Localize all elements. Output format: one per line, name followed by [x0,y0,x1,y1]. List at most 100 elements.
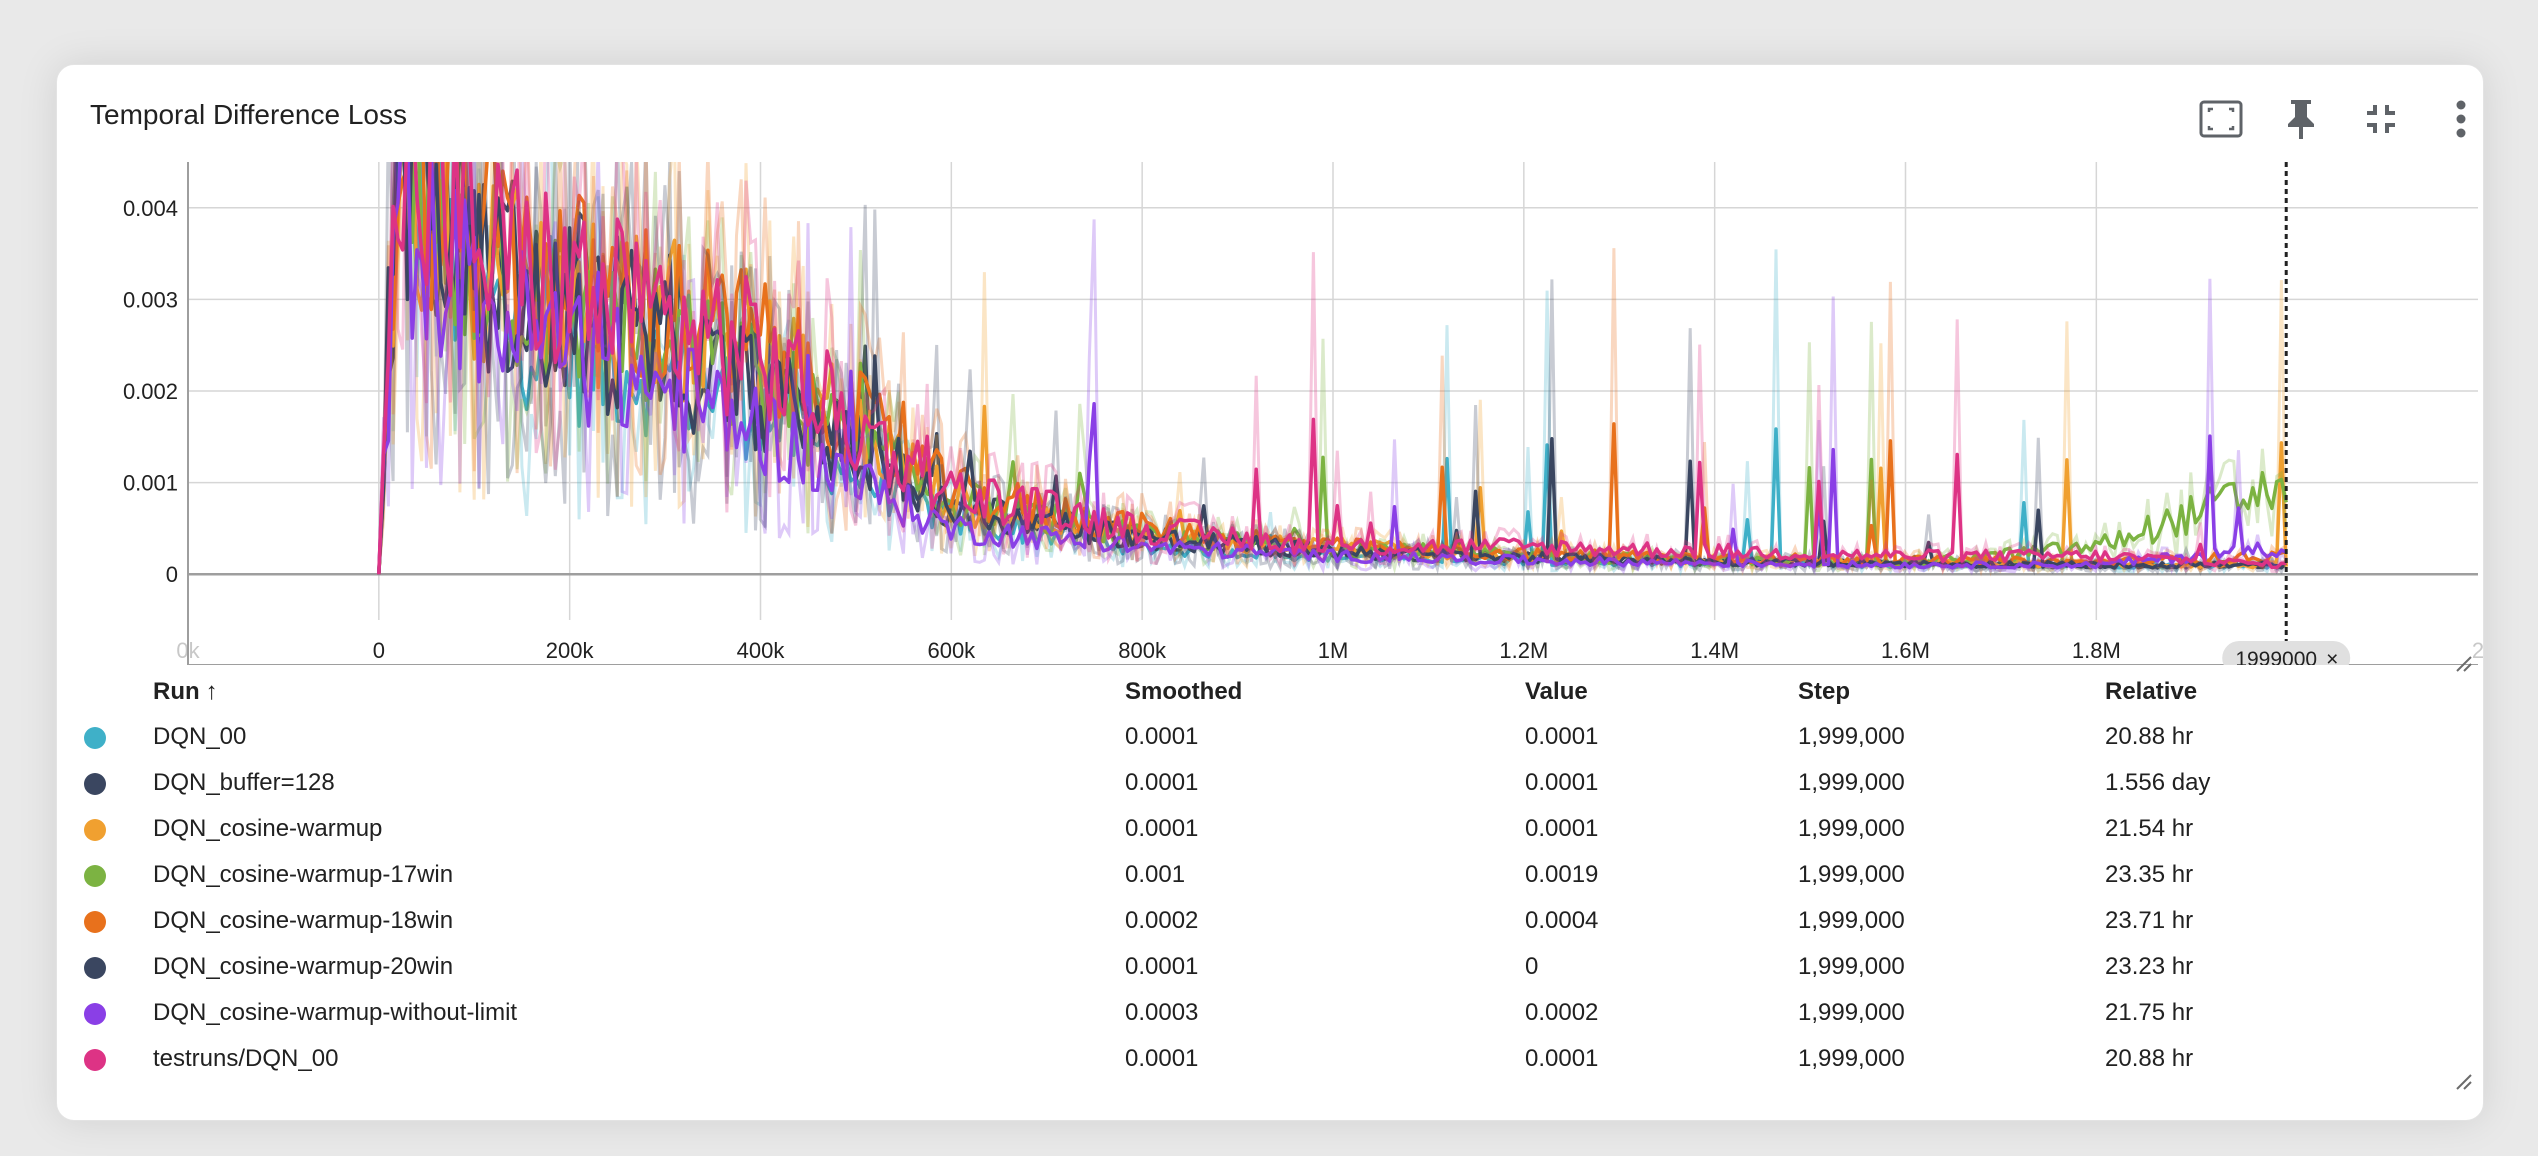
color-dot-icon[interactable] [84,864,106,887]
table-row[interactable]: testruns/DQN_00 0.0001 0.0001 1,999,000 20.8… [81,1036,2405,1082]
table-row[interactable]: DQN_cosine-warmup-20win 0.0001 0 1,999,000 2… [81,944,2405,990]
run-color-swatch[interactable] [81,852,153,898]
relative-time: 23.71 hr [2105,907,2194,934]
raw-value: 0.0001 [1525,815,1599,842]
smoothed-header[interactable]: Smoothed [1125,678,1243,705]
run-name: DQN_cosine-warmup [153,815,383,842]
run-name: DQN_cosine-warmup-18win [153,907,454,934]
color-dot-icon[interactable] [84,772,106,795]
smoothed-value: 0.0003 [1125,999,1199,1026]
collapse-button[interactable] [2353,91,2409,147]
relative-time: 23.23 hr [2105,953,2194,980]
run-name: DQN_cosine-warmup-17win [153,861,454,888]
run-color-swatch[interactable] [81,806,153,852]
more-menu-button[interactable] [2433,91,2483,147]
run-color-swatch[interactable] [81,760,153,806]
scalar-card: Temporal Difference Loss 0k 0 200k 400k 600k… [56,64,2484,1121]
chart-svg: 0k 0 200k 400k 600k 800k 1M 1.2M 1.4M 1.6M 1.8M 200… [123,162,2483,665]
step-value: 1,999,000 [1798,1045,1905,1072]
step-marker-label: 1999000 [2235,648,2317,665]
runs-table: Run ↑ Smoothed Value Step Relative DQN_00… [81,670,2405,1082]
close-icon[interactable]: × [2326,648,2338,665]
table-resize-handle[interactable] [2453,1071,2473,1091]
step-value: 1,999,000 [1798,723,1905,750]
y-tick-label: 0.002 [123,379,178,404]
run-name: DQN_cosine-warmup-without-limit [153,999,518,1026]
step-value: 1,999,000 [1798,769,1905,796]
raw-value: 0.0001 [1525,1045,1599,1072]
x-tick-label: 2 [2472,638,2483,663]
step-marker-chip [2222,641,2351,665]
raw-value: 0 [1525,953,1539,980]
run-name: testruns/DQN_00 [153,1045,339,1072]
x-tick-label: 1M [1318,638,1349,663]
x-tick-label: 1.2M [1499,638,1548,663]
relative-header[interactable]: Relative [2105,678,2198,705]
table-row[interactable]: DQN_cosine-warmup 0.0001 0.0001 1,999,000 21… [81,806,2405,852]
y-tick-label: 0.001 [123,471,178,496]
x-tick-label: 800k [1118,638,1167,663]
run-color-swatch[interactable] [81,898,153,944]
run-name: DQN_00 [153,723,247,750]
series-line [377,162,2287,575]
run-color-swatch[interactable] [81,990,153,1036]
smoothed-value: 0.0001 [1125,723,1199,750]
x-tick-label: 200k [546,638,595,663]
table-row[interactable]: DQN_cosine-warmup-without-limit 0.0003 0.0… [81,990,2405,1036]
pin-button[interactable] [2273,91,2329,147]
line-chart[interactable]: 0k 0 200k 400k 600k 800k 1M 1.2M 1.4M 1.6M 1.8M 2 0 0… [57,65,2483,672]
step-value: 1,999,000 [1798,953,1905,980]
x-tick-label: 600k [927,638,976,663]
smoothed-value: 0.0001 [1125,769,1199,796]
run-header[interactable]: Run ↑ [153,678,218,705]
smoothed-value: 0.001 [1125,861,1186,888]
table-row[interactable]: DQN_cosine-warmup-18win 0.0002 0.0004 1,999… [81,898,2405,944]
fit-domain-button[interactable] [2193,91,2249,147]
color-dot-icon[interactable] [84,956,106,979]
more-vert-icon [2456,100,2466,138]
y-tick-label: 0.004 [123,196,178,221]
color-dot-icon[interactable] [84,818,106,841]
step-header[interactable]: Step [1798,678,1851,705]
value-header[interactable]: Value [1525,678,1588,705]
y-tick-label: 0 [166,562,178,587]
raw-value: 0.0001 [1525,769,1599,796]
relative-time: 21.54 hr [2105,815,2194,842]
table-row[interactable]: DQN_cosine-warmup-17win 0.001 0.0019 1,999,… [81,852,2405,898]
x-tick-label: 1.6M [1881,638,1930,663]
chart-resize-handle[interactable] [2453,653,2473,673]
run-color-swatch[interactable] [81,944,153,990]
relative-time: 23.35 hr [2105,861,2194,888]
color-dot-icon[interactable] [84,726,106,749]
y-tick-label: 0.003 [123,287,178,312]
raw-value: 0.0001 [1525,723,1599,750]
raw-value: 0.0004 [1525,907,1599,934]
run-name: DQN_cosine-warmup-20win [153,953,454,980]
fit-screen-icon [2199,100,2243,138]
card-title: Temporal Difference Loss [90,99,407,130]
sort-arrow-icon[interactable]: ↑ [205,678,218,705]
color-dot-icon[interactable] [84,1048,106,1071]
run-color-swatch[interactable] [81,1036,153,1082]
run-color-swatch[interactable] [81,714,153,760]
color-dot-icon[interactable] [84,910,106,933]
table-row[interactable]: DQN_00 0.0001 0.0001 1,999,000 20.88 hr [81,714,2405,760]
series-line [377,162,2287,575]
x-tick-label: 400k [737,638,786,663]
relative-time: 20.88 hr [2105,1045,2194,1072]
run-name: DQN_buffer=128 [153,769,335,796]
table-row[interactable]: DQN_buffer=128 0.0001 0.0001 1,999,000 1.556… [81,760,2405,806]
step-value: 1,999,000 [1798,861,1905,888]
smoothed-value: 0.0001 [1125,953,1199,980]
step-value: 1,999,000 [1798,999,1905,1026]
smoothed-value: 0.0001 [1125,1045,1199,1072]
x-tick-label: 1.8M [2072,638,2121,663]
step-marker[interactable]: 1999000 × [2222,162,2351,665]
collapse-icon [2367,105,2395,133]
swatch-header [81,670,153,714]
x-tick-label: 1.4M [1690,638,1739,663]
step-value: 1,999,000 [1798,815,1905,842]
color-dot-icon[interactable] [84,1002,106,1025]
pin-icon [2288,100,2314,139]
series-lines [377,162,2288,577]
